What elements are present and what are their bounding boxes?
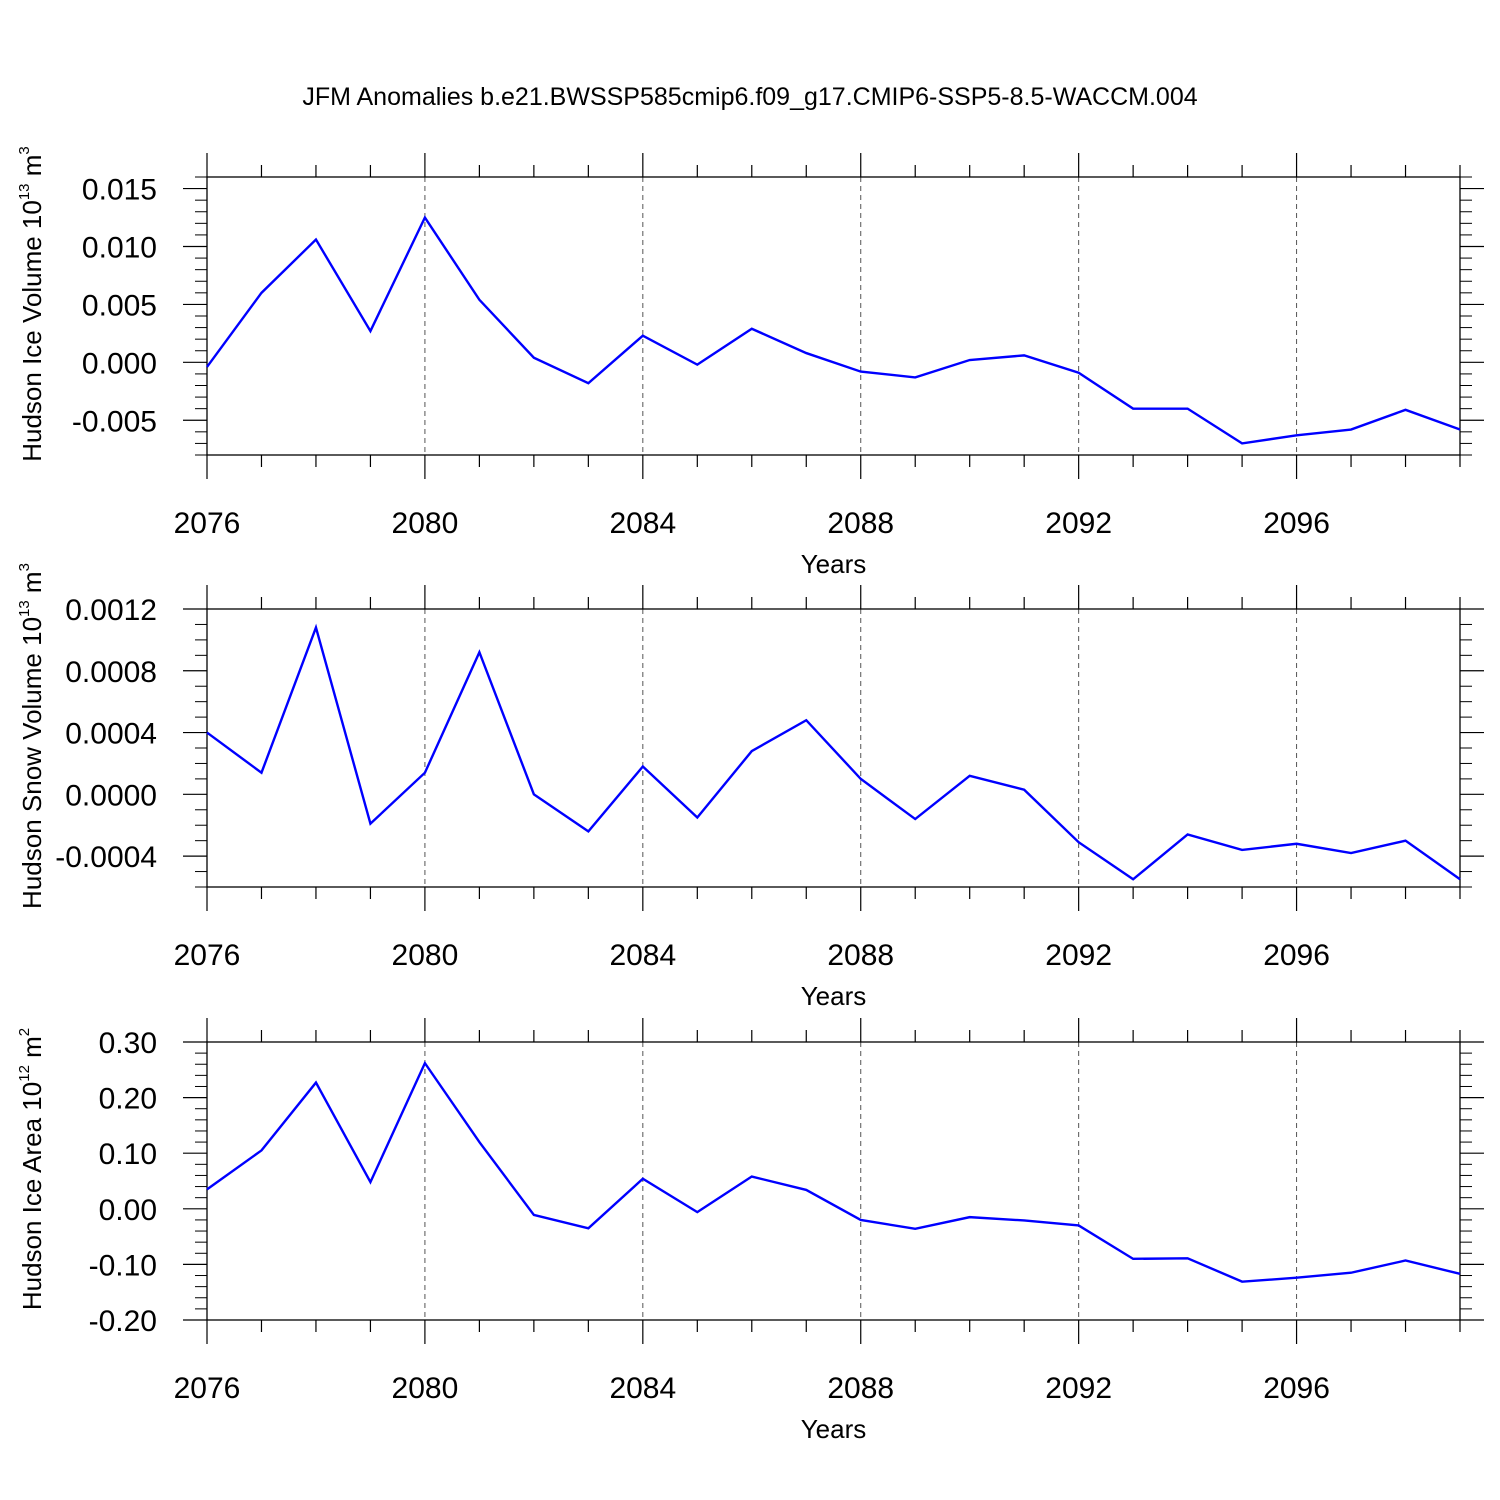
x-tick-label: 2084 xyxy=(609,507,676,540)
x-tick-label: 2092 xyxy=(1045,507,1112,540)
x-tick-label: 2092 xyxy=(1045,1372,1112,1405)
x-tick-label: 2088 xyxy=(827,507,894,540)
x-tick-label: 2096 xyxy=(1263,939,1330,972)
y-axis-title-exponent: 13 xyxy=(16,600,33,617)
y-axis-title-text: Hudson Ice Volume 10 xyxy=(17,200,47,462)
x-tick-label: 2096 xyxy=(1263,507,1330,540)
y-tick-label: 0.10 xyxy=(99,1138,157,1171)
y-tick-label: 0.0000 xyxy=(65,779,157,812)
plot-frame xyxy=(206,176,1461,456)
y-axis-title-unit-exponent: 2 xyxy=(16,1028,33,1036)
chart-panel-3: 2076 2080 2084 2088 2092 2096 -0.20 -0.10 0.00 0.… xyxy=(16,1018,1484,1444)
x-tick-label: 2080 xyxy=(392,507,459,540)
y-tick-label: -0.20 xyxy=(89,1305,157,1338)
plot-frame xyxy=(206,1041,1461,1321)
y-tick-label: 0.000 xyxy=(82,347,157,380)
y-tick-label: 0.0012 xyxy=(65,594,157,627)
figure-title: JFM Anomalies b.e21.BWSSP585cmip6.f09_g1… xyxy=(302,83,1197,111)
y-axis-title-text: Hudson Ice Area 10 xyxy=(17,1082,47,1310)
y-axis-title-unit: m xyxy=(17,155,47,184)
x-tick-label: 2088 xyxy=(827,1372,894,1405)
y-tick-label: 0.00 xyxy=(99,1194,157,1227)
chart-panel-1: 2076 2080 2084 2088 2092 2096 -0.005 0.000 0.005… xyxy=(16,146,1484,579)
y-tick-label: -0.10 xyxy=(89,1249,157,1282)
x-tick-label: 2096 xyxy=(1263,1372,1330,1405)
chart-panels: 2076 2080 2084 2088 2092 2096 -0.005 0.000 0.005… xyxy=(16,146,1484,1444)
y-tick-label: 0.0004 xyxy=(65,718,157,751)
y-tick-label: -0.0004 xyxy=(55,841,157,874)
series-line-1 xyxy=(206,215,1461,445)
x-tick-label: 2092 xyxy=(1045,939,1112,972)
y-axis-title: Hudson Ice Area 1012 m2 xyxy=(16,1028,47,1310)
x-tick-label: 2076 xyxy=(174,507,241,540)
x-tick-label: 2080 xyxy=(392,939,459,972)
y-tick-label: -0.005 xyxy=(72,405,157,438)
series-line-1 xyxy=(206,1060,1461,1283)
x-tick-label: 2084 xyxy=(609,939,676,972)
x-axis-title: Years xyxy=(801,549,867,579)
y-tick-label: 0.005 xyxy=(82,289,157,322)
y-axis-title: Hudson Ice Volume 1013 m3 xyxy=(16,146,47,462)
y-tick-label: 0.015 xyxy=(82,174,157,207)
y-tick-label: 0.010 xyxy=(82,232,157,265)
y-axis-title-unit-exponent: 3 xyxy=(16,146,33,154)
chart-panel-2: 2076 2080 2084 2088 2092 2096 -0.0004 0.0000 0.0… xyxy=(16,563,1484,1011)
x-tick-label: 2076 xyxy=(174,1372,241,1405)
y-axis-title-exponent: 12 xyxy=(16,1065,33,1082)
y-tick-label: 0.0008 xyxy=(65,656,157,689)
y-tick-label: 0.20 xyxy=(99,1083,157,1116)
series-line-1 xyxy=(206,623,1461,881)
y-axis-title-unit: m xyxy=(17,571,47,600)
y-axis-title-exponent: 13 xyxy=(16,183,33,200)
y-axis-title-text: Hudson Snow Volume 10 xyxy=(17,617,47,909)
x-tick-label: 2084 xyxy=(609,1372,676,1405)
y-axis-title-unit-exponent: 3 xyxy=(16,563,33,571)
x-axis-title: Years xyxy=(801,1414,867,1444)
y-axis-title: Hudson Snow Volume 1013 m3 xyxy=(16,563,47,909)
y-tick-label: 0.30 xyxy=(99,1027,157,1060)
x-tick-label: 2076 xyxy=(174,939,241,972)
y-axis-title-unit: m xyxy=(17,1036,47,1065)
x-tick-label: 2080 xyxy=(392,1372,459,1405)
x-axis-title: Years xyxy=(801,981,867,1011)
x-tick-label: 2088 xyxy=(827,939,894,972)
